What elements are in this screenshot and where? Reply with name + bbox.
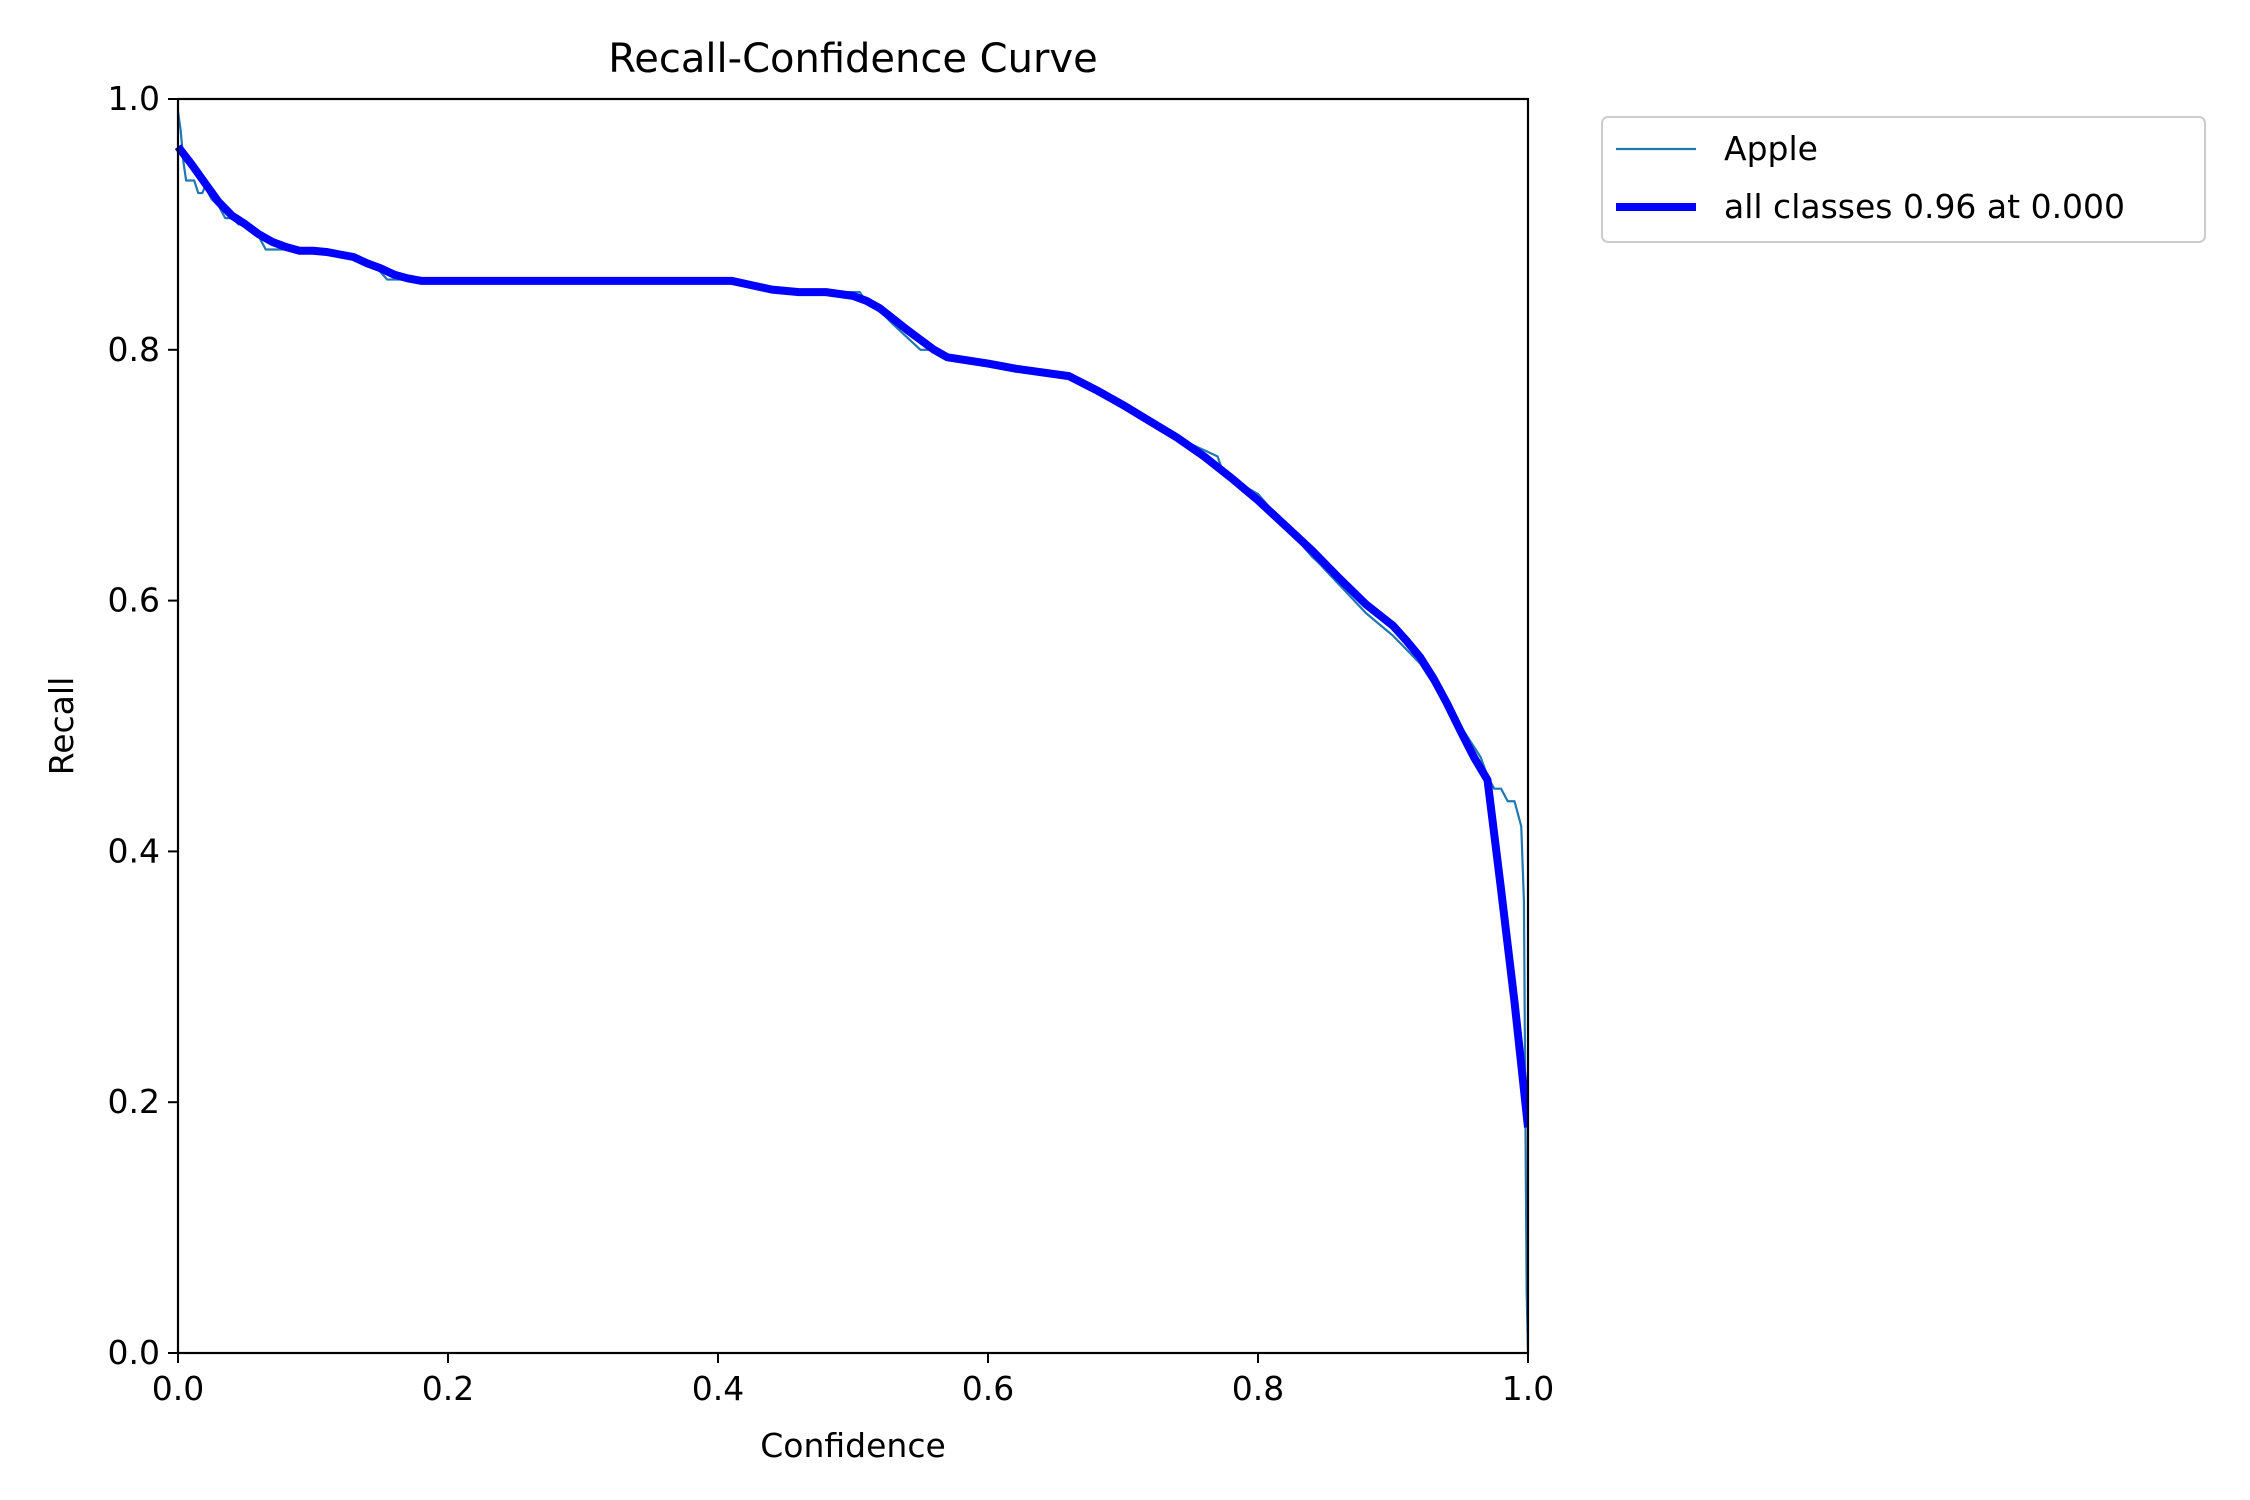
- x-tick-label: 0.2: [422, 1369, 474, 1408]
- legend-label-apple: Apple: [1724, 129, 1818, 168]
- x-tick-label: 0.4: [692, 1369, 744, 1408]
- plot-frame: [176, 97, 1530, 1355]
- x-tick-label: 0.0: [152, 1369, 204, 1408]
- legend-box: [1601, 116, 2206, 243]
- x-tick-label: 1.0: [1502, 1369, 1554, 1408]
- y-axis-label: Recall: [42, 677, 81, 775]
- y-tick-label: 0.2: [108, 1082, 160, 1121]
- series-line-all-classes: [174, 144, 1528, 1128]
- y-tick-label: 0.0: [108, 1333, 160, 1372]
- x-axis-label: Confidence: [760, 1426, 946, 1465]
- x-tick-label: 0.8: [1232, 1369, 1284, 1408]
- plot-area: [174, 97, 1530, 1355]
- legend-label-all-classes: all classes 0.96 at 0.000: [1724, 187, 2125, 226]
- chart-title: Recall-Confidence Curve: [608, 36, 1097, 82]
- x-axis-ticks: 0.0 0.2 0.4 0.6 0.8 1.0: [152, 1353, 1554, 1408]
- y-tick-label: 0.4: [108, 831, 160, 870]
- x-tick-label: 0.6: [962, 1369, 1014, 1408]
- legend: Apple all classes 0.96 at 0.000: [1601, 116, 2206, 243]
- y-axis-ticks: 0.0 0.2 0.4 0.6 0.8 1.0: [108, 79, 178, 1372]
- series-layer: [174, 111, 1528, 1350]
- y-tick-label: 0.6: [108, 581, 160, 620]
- y-tick-label: 0.8: [108, 330, 160, 369]
- y-tick-label: 1.0: [108, 79, 160, 118]
